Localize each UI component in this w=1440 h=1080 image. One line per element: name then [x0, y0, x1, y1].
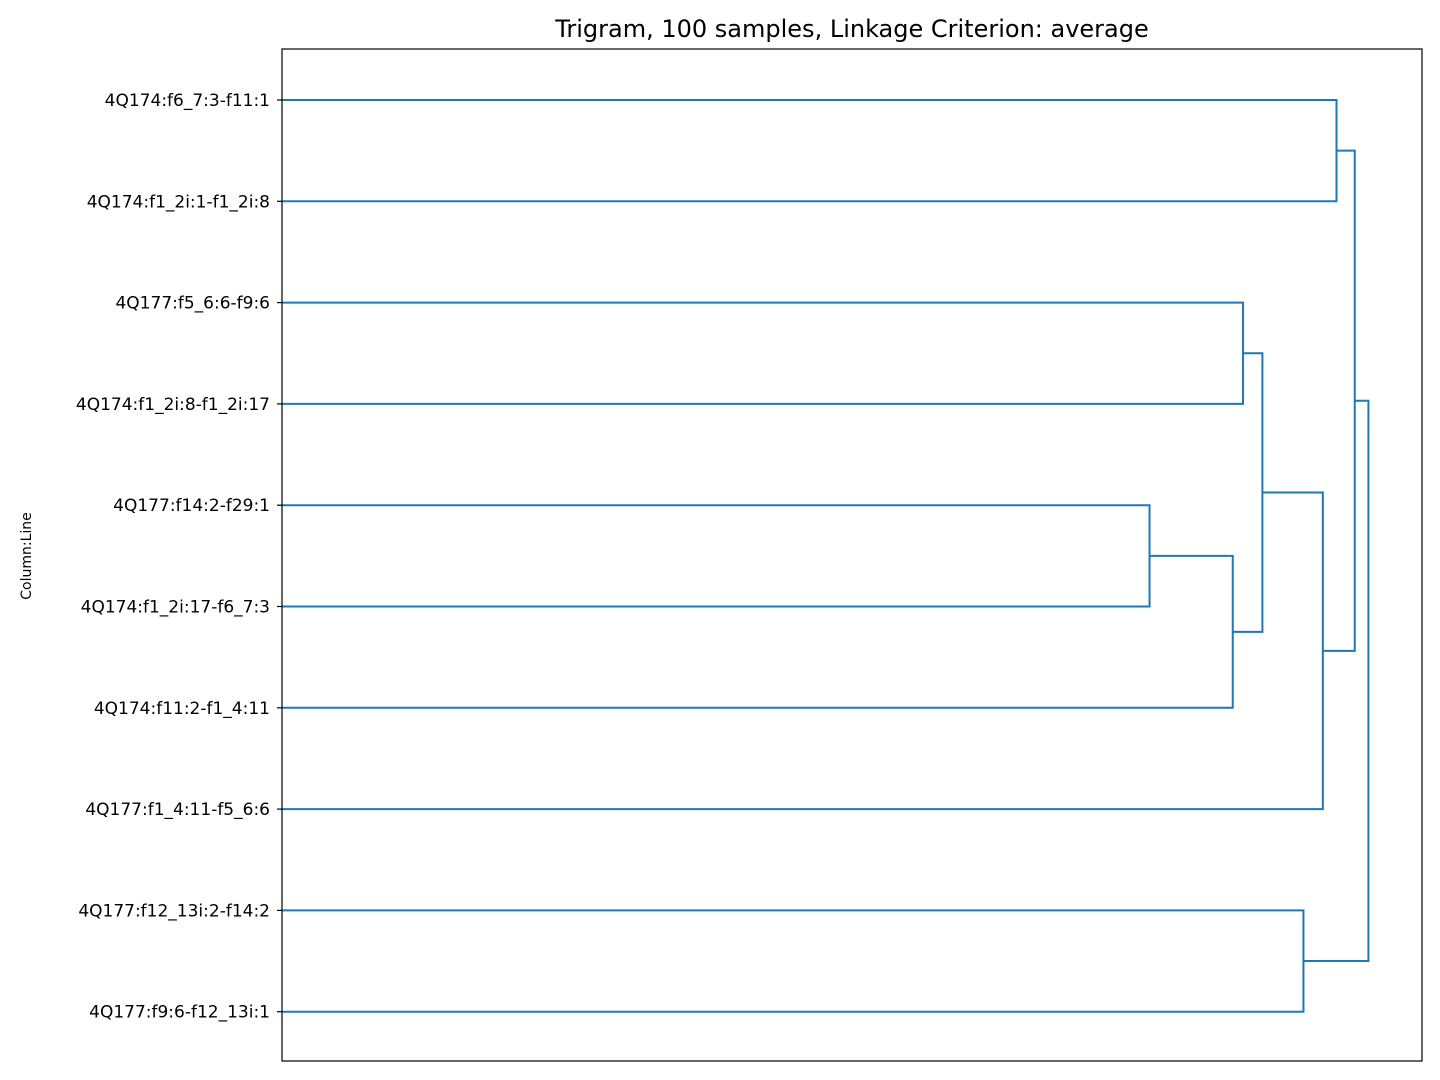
leaf-label: 4Q177:f5_6:6-f9:6 [115, 294, 270, 314]
y-ticks [277, 99, 282, 1013]
leaf-label: 4Q177:f12_13i:2-f14:2 [78, 901, 270, 921]
dendrogram-link [282, 301, 1245, 405]
leaf-label: 4Q174:f1_2i:1-f1_2i:8 [87, 192, 270, 212]
leaf-label: 4Q177:f14:2-f29:1 [113, 496, 270, 516]
dendrogram-link [282, 554, 1234, 709]
plot-frame [281, 48, 1423, 1062]
dendrogram-link [282, 504, 1151, 608]
leaf-label: 4Q174:f1_2i:17-f6_7:3 [81, 598, 270, 618]
dendrogram-link [282, 491, 1324, 811]
dendrogram-links [282, 99, 1370, 1013]
dendrogram-link [1232, 352, 1264, 633]
dendrogram-link [282, 909, 1305, 1013]
leaf-label: 4Q174:f1_2i:8-f1_2i:17 [76, 395, 270, 415]
dendrogram-link [1322, 149, 1356, 652]
chart-title: Trigram, 100 samples, Linkage Criterion:… [554, 15, 1149, 43]
leaf-labels: 4Q174:f6_7:3-f11:1 4Q174:f1_2i:1-f1_2i:8 4… [76, 91, 270, 1023]
leaf-label: 4Q177:f1_4:11-f5_6:6 [85, 800, 270, 820]
leaf-label: 4Q177:f9:6-f12_13i:1 [89, 1003, 270, 1023]
leaf-label: 4Q174:f11:2-f1_4:11 [94, 699, 270, 719]
y-axis-label: Column:Line [19, 512, 35, 600]
leaf-label: 4Q174:f6_7:3-f11:1 [105, 91, 270, 111]
dendrogram-link [282, 99, 1338, 203]
dendrogram-link [1303, 399, 1370, 963]
